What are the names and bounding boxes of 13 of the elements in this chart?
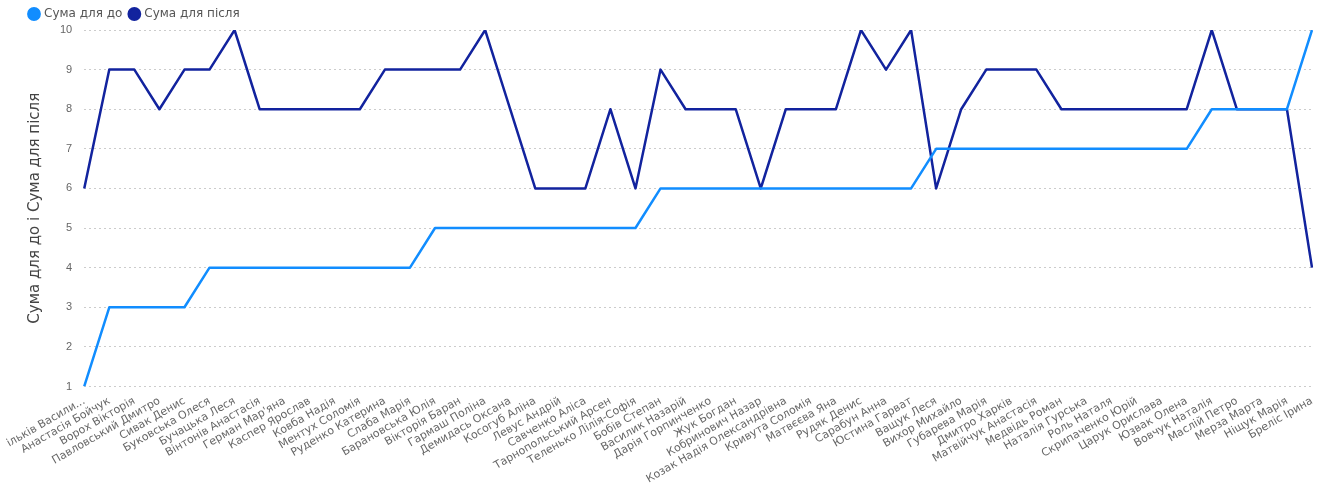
y-axis-title: Сума для до і Сума для після (24, 92, 43, 324)
y-tick-label: 6 (66, 181, 73, 194)
legend-label: Сума для після (144, 6, 240, 21)
y-tick-label: 7 (66, 141, 73, 154)
y-tick-label: 1 (66, 379, 73, 392)
y-tick-label: 8 (66, 102, 73, 115)
y-tick-label: 3 (66, 300, 73, 313)
y-tick-label: 10 (59, 23, 73, 36)
y-tick-label: 9 (66, 62, 73, 75)
y-tick-label: 4 (66, 260, 73, 273)
y-tick-label: 5 (66, 221, 73, 234)
legend-label: Сума для до (44, 6, 123, 21)
y-tick-label: 2 (66, 339, 73, 352)
